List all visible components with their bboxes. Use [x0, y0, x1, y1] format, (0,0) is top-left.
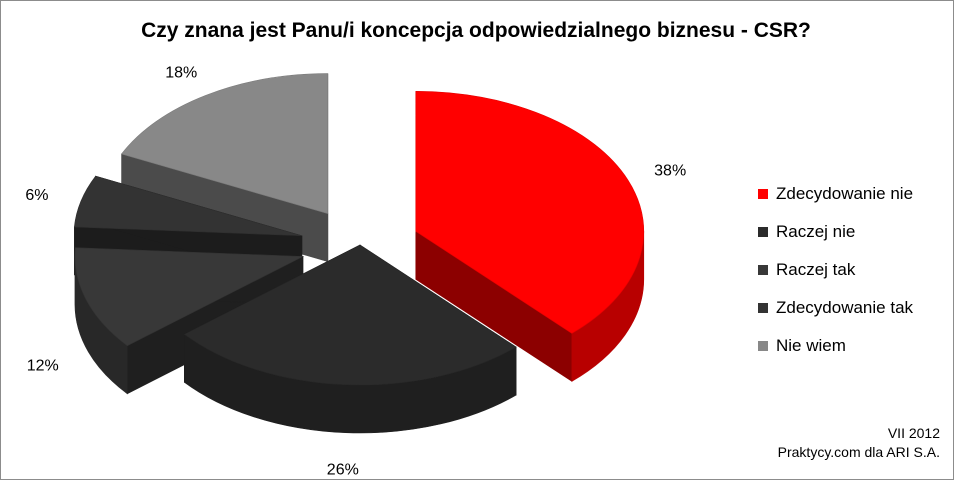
pie-slice-raczej-nie: [183, 244, 517, 386]
legend-item-nie-wiem: Nie wiem: [758, 327, 913, 365]
source-note: VII 2012 Praktycy.com dla ARI S.A.: [778, 424, 940, 462]
legend-swatch: [758, 189, 768, 199]
legend-swatch: [758, 265, 768, 275]
legend-item-zdecydowanie-nie: Zdecydowanie nie: [758, 175, 913, 213]
data-label: 26%: [327, 462, 359, 479]
data-label: 6%: [25, 187, 48, 204]
source-label: Praktycy.com dla ARI S.A.: [777, 444, 940, 460]
legend-swatch: [758, 341, 768, 351]
chart-title: Czy znana jest Panu/i koncepcja odpowied…: [141, 19, 811, 42]
legend-swatch: [758, 303, 768, 313]
pie-slice-zdecydowanie-tak: [74, 175, 302, 237]
legend-item-raczej-nie: Raczej nie: [758, 213, 913, 251]
data-label: 12%: [27, 357, 59, 374]
legend-swatch: [758, 227, 768, 237]
legend-item-zdecydowanie-tak: Zdecydowanie tak: [758, 289, 913, 327]
legend-item-raczej-tak: Raczej tak: [758, 251, 913, 289]
legend-label: Raczej tak: [776, 260, 856, 279]
legend-label: Zdecydowanie tak: [776, 298, 914, 317]
pie-slice-raczej-tak: [74, 247, 305, 347]
legend-label: Raczej nie: [776, 222, 856, 241]
date-label: VII 2012: [887, 425, 940, 441]
data-label: 38%: [654, 162, 686, 179]
legend: Zdecydowanie nie Raczej nie Raczej tak Z…: [758, 175, 913, 365]
legend-label: Zdecydowanie nie: [776, 184, 914, 203]
legend-label: Nie wiem: [776, 336, 846, 355]
pie-slice-nie-wiem: [121, 73, 329, 214]
pie-tops: [74, 73, 645, 386]
data-label: 18%: [165, 65, 197, 82]
pie-slice-zdecydowanie-nie: [415, 91, 645, 334]
